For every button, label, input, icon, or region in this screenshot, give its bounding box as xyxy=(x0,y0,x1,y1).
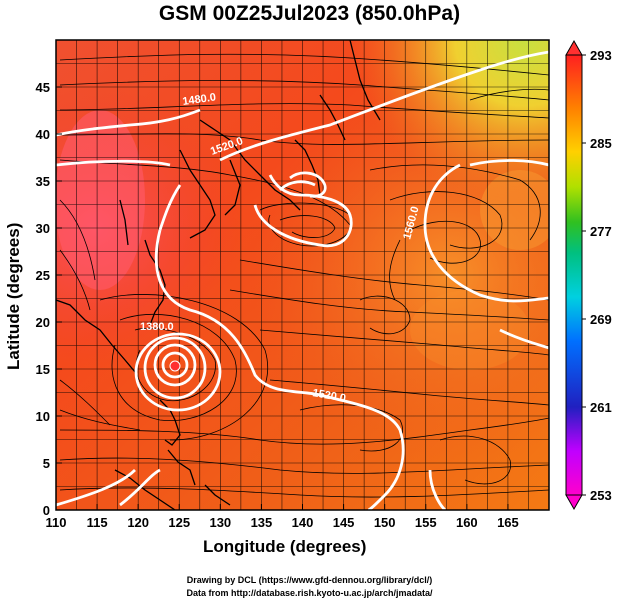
lat-lon-grid xyxy=(56,40,549,510)
y-tick-label: 25 xyxy=(36,268,50,283)
x-tick-label: 120 xyxy=(127,515,149,530)
typhoon-center xyxy=(169,360,181,372)
drawing-credit: Drawing by DCL (https://www.gfd-dennou.o… xyxy=(186,575,433,585)
data-credit: Data from http://database.rish.kyoto-u.a… xyxy=(186,588,433,598)
height-contours xyxy=(56,50,549,510)
x-tick-label: 125 xyxy=(168,515,190,530)
colorbar-tick-label: 261 xyxy=(590,400,612,415)
y-tick-label: 10 xyxy=(36,409,50,424)
y-tick-label: 40 xyxy=(36,127,50,142)
x-tick-label: 165 xyxy=(497,515,519,530)
contour-label: 1380.0 xyxy=(140,321,174,333)
map-title: GSM 00Z25Jul2023 (850.0hPa) xyxy=(158,2,461,25)
colorbar-tick-label: 269 xyxy=(590,312,612,327)
x-axis-ticks: 110 115 120 125 130 135 140 145 150 155 160 165 xyxy=(46,504,519,530)
wind-streamlines xyxy=(59,53,549,498)
y-tick-label: 35 xyxy=(36,174,50,189)
x-tick-label: 135 xyxy=(251,515,273,530)
x-tick-label: 140 xyxy=(292,515,314,530)
y-tick-label: 5 xyxy=(43,456,50,471)
y-axis-label: Latitude (degrees) xyxy=(4,222,23,370)
colorbar-tick-label: 285 xyxy=(590,136,612,151)
colorbar-tick-label: 277 xyxy=(590,224,612,239)
x-tick-label: 150 xyxy=(374,515,396,530)
colorbar: 293 285 277 269 261 253 xyxy=(565,39,612,511)
coastlines xyxy=(56,40,381,510)
contour-label: 1480.0 xyxy=(182,91,217,108)
y-tick-label: 30 xyxy=(36,221,50,236)
x-axis-label: Longitude (degrees) xyxy=(203,537,367,556)
contour-label: 1520.0 xyxy=(311,387,346,405)
y-tick-label: 0 xyxy=(43,503,50,518)
x-tick-label: 115 xyxy=(87,515,108,530)
y-tick-label: 20 xyxy=(36,315,50,330)
colorbar-tick-label: 293 xyxy=(590,48,612,63)
y-axis-ticks: 0 5 10 15 20 25 30 35 40 45 xyxy=(36,80,62,518)
y-tick-label: 15 xyxy=(36,362,50,377)
x-tick-label: 145 xyxy=(333,515,355,530)
y-tick-label: 45 xyxy=(36,80,50,95)
x-tick-label: 130 xyxy=(209,515,231,530)
x-tick-label: 160 xyxy=(456,515,478,530)
x-tick-label: 155 xyxy=(415,515,437,530)
x-tick-label: 110 xyxy=(46,515,67,530)
colorbar-tick-label: 253 xyxy=(590,488,612,503)
